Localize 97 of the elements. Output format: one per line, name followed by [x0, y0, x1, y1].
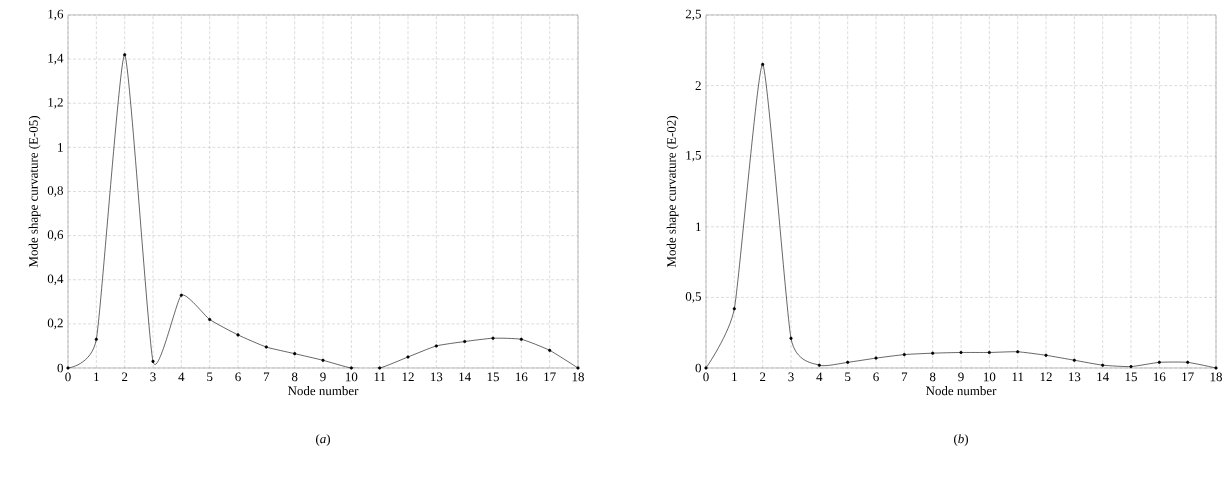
point: [1101, 363, 1105, 367]
point: [378, 366, 382, 370]
y-axis-title: Mode shape curvature (E-02): [666, 116, 679, 268]
point: [123, 53, 127, 57]
point: [548, 348, 552, 352]
point: [406, 355, 410, 359]
point: [846, 360, 850, 364]
point: [321, 358, 325, 362]
x-tick-label: 17: [544, 372, 556, 382]
x-tick-label: 3: [150, 372, 156, 382]
y-tick-label: 1,2: [48, 97, 63, 109]
x-tick-label: 2: [760, 372, 766, 382]
x-tick-label: 9: [320, 372, 326, 382]
x-tick-label: 16: [516, 372, 528, 382]
x-tick-label: 2: [121, 372, 128, 382]
text: (b): [954, 434, 968, 446]
x-tick-label: 6: [235, 372, 241, 382]
point: [704, 366, 708, 370]
x-axis-title: Node number: [287, 386, 359, 396]
x-tick-label: 4: [816, 372, 823, 382]
y-tick-label: 1: [696, 222, 701, 232]
y-tick-label: 1,5: [686, 150, 701, 162]
x-tick-label: 1: [94, 372, 99, 382]
x-tick-label: 14: [459, 372, 471, 382]
x-tick-label: 5: [207, 372, 213, 382]
x-tick-label: 15: [487, 372, 499, 382]
x-tick-label: 4: [178, 372, 185, 382]
x-tick-label: 18: [572, 372, 584, 382]
x-tick-label: 0: [703, 372, 709, 382]
x-tick-label: 9: [958, 372, 964, 382]
x-tick-label: 10: [984, 372, 996, 382]
point: [94, 337, 98, 341]
y-tick-label: 0,4: [47, 274, 64, 286]
x-tick-label: 7: [263, 372, 270, 381]
point: [1214, 366, 1218, 370]
x-tick-label: 13: [431, 372, 443, 382]
x-tick-label: 8: [929, 372, 936, 382]
x-tick-label: 14: [1097, 372, 1109, 382]
point: [902, 352, 906, 357]
x-axis-title: Node number: [925, 386, 997, 396]
point: [789, 336, 793, 340]
x-tick-label: 1: [732, 372, 737, 382]
point: [1157, 360, 1161, 364]
x-tick-label: 6: [873, 372, 879, 382]
y-axis-title: Mode shape curvature (E-05): [28, 116, 41, 268]
point: [817, 363, 821, 367]
y-tick-label: 0,6: [47, 230, 64, 241]
x-tick-label: 12: [1040, 372, 1052, 382]
x-tick-label: 13: [1069, 372, 1081, 382]
point: [264, 345, 268, 349]
y-tick-label: 0,5: [685, 292, 701, 303]
y-tick-label: 1,4: [48, 53, 64, 65]
text: (a): [316, 434, 330, 446]
point: [293, 352, 297, 356]
point: [236, 333, 240, 337]
point: [179, 293, 183, 297]
point: [519, 337, 523, 341]
point: [761, 62, 765, 67]
point: [463, 339, 467, 344]
x-tick-label: 18: [1210, 372, 1222, 382]
x-tick-label: 12: [402, 372, 414, 382]
point: [931, 351, 935, 355]
point: [434, 344, 438, 348]
point: [1016, 350, 1020, 354]
point: [959, 350, 963, 355]
x-tick-label: 7: [901, 372, 908, 381]
x-tick-label: 10: [346, 372, 358, 382]
point: [732, 307, 736, 311]
y-tick-label: 2: [695, 81, 701, 90]
point: [208, 317, 212, 322]
y-tick-label: 2,5: [685, 9, 701, 21]
x-tick-label: 16: [1154, 372, 1166, 382]
x-tick-label: 8: [291, 372, 298, 382]
point: [576, 366, 580, 370]
y-tick-label: 0,2: [47, 318, 63, 330]
x-tick-label: 15: [1125, 372, 1137, 382]
point: [1044, 353, 1048, 357]
point: [151, 359, 155, 363]
y-tick-label: 0,8: [47, 186, 63, 197]
y-tick-label: 1,6: [48, 9, 64, 21]
x-tick-label: 17: [1182, 372, 1194, 382]
point: [1072, 358, 1076, 362]
y-tick-label: 1: [58, 143, 63, 152]
point: [1129, 364, 1133, 369]
x-tick-label: 11: [1012, 372, 1024, 382]
point: [1186, 360, 1190, 364]
point: [66, 366, 70, 370]
point: [349, 366, 353, 370]
x-tick-label: 5: [845, 372, 851, 382]
x-tick-label: 0: [65, 372, 71, 382]
y-tick-label: 0: [695, 363, 701, 373]
y-tick-label: 0: [57, 363, 63, 373]
x-tick-label: 11: [374, 372, 386, 382]
point: [874, 356, 878, 360]
x-tick-label: 3: [788, 372, 794, 382]
point: [987, 350, 991, 355]
point: [491, 336, 495, 340]
